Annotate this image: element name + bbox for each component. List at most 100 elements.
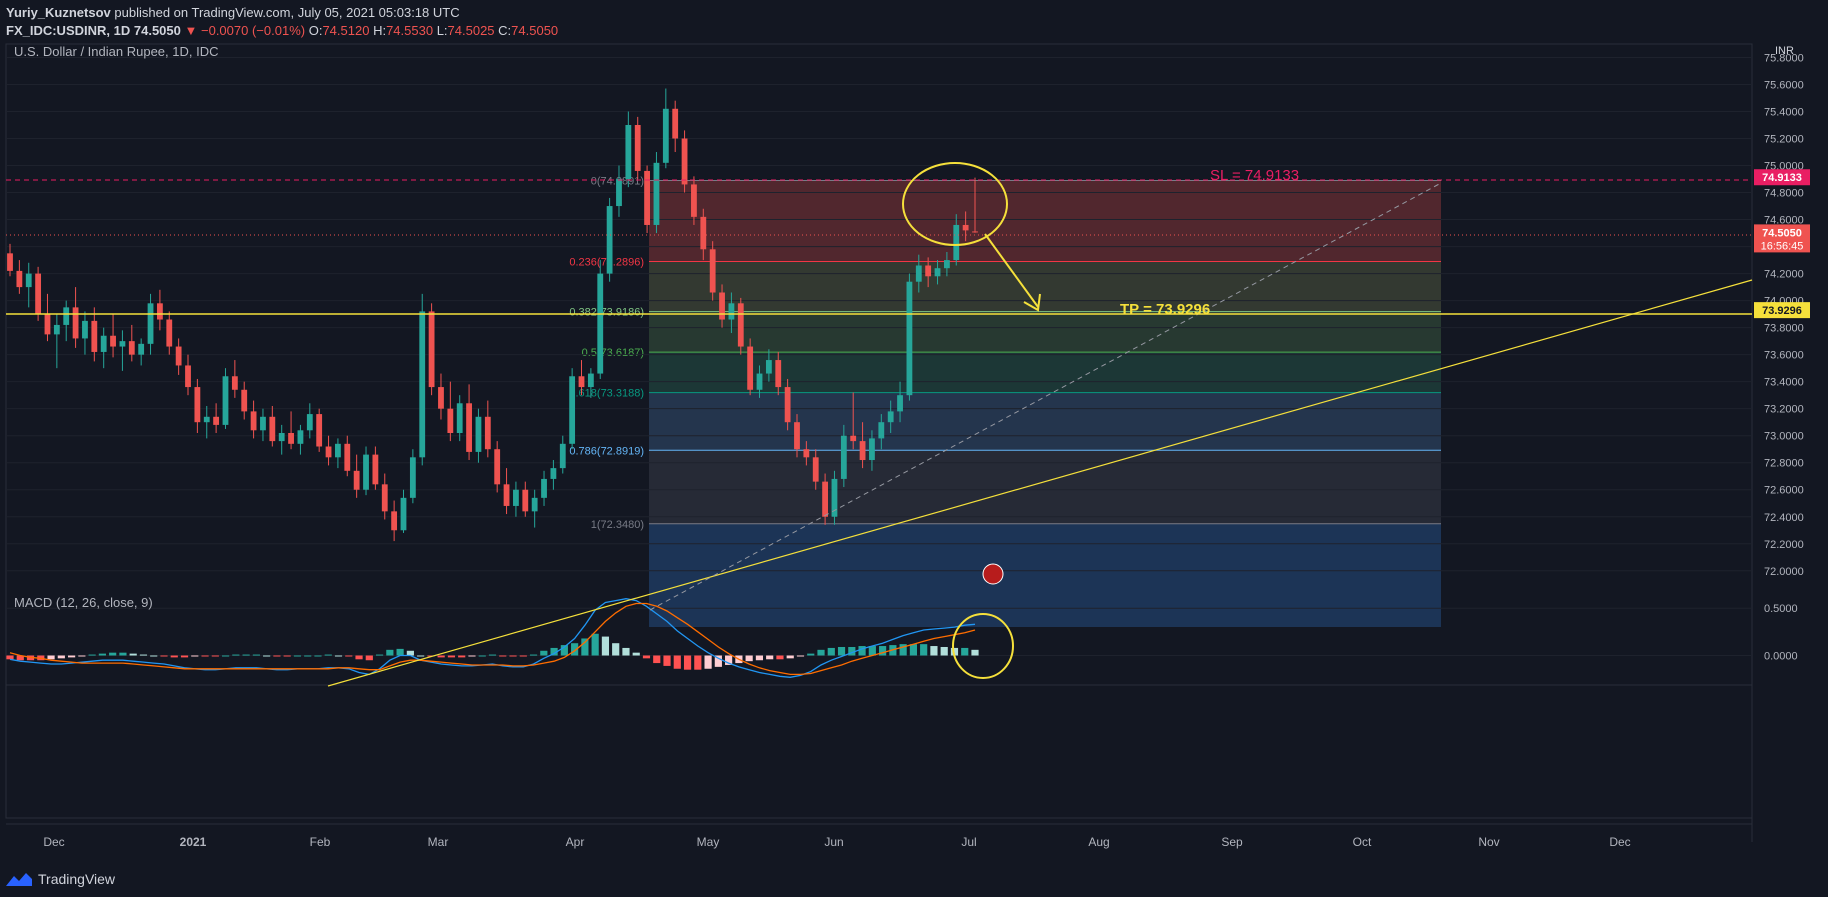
x-tick-label: 2021 bbox=[180, 835, 207, 849]
candle bbox=[831, 470, 838, 525]
y-tick-label: 72.8000 bbox=[1764, 458, 1804, 470]
candle-body bbox=[616, 179, 622, 207]
candle-body bbox=[306, 414, 313, 431]
candle bbox=[456, 395, 463, 442]
high-value: 74.5530 bbox=[386, 23, 434, 38]
candle-body bbox=[110, 335, 116, 347]
candle bbox=[213, 403, 220, 433]
histogram-bar bbox=[581, 638, 589, 656]
candle bbox=[925, 257, 932, 288]
candle bbox=[53, 314, 60, 369]
tp-annotation[interactable]: TP = 73.9296 bbox=[1120, 301, 1210, 318]
x-tick-label: Feb bbox=[310, 835, 331, 849]
candle-body bbox=[72, 307, 79, 339]
candle bbox=[419, 293, 426, 466]
candle-body bbox=[466, 403, 472, 452]
candle bbox=[119, 330, 126, 371]
histogram-bar bbox=[529, 654, 538, 656]
fib-zone bbox=[649, 180, 1441, 262]
y-tick-label: 72.6000 bbox=[1764, 485, 1804, 497]
candle-body bbox=[672, 108, 679, 139]
histogram-bar bbox=[263, 655, 271, 657]
fib-trend-line[interactable] bbox=[649, 182, 1442, 611]
low-value: 74.5025 bbox=[447, 23, 495, 38]
candle-body bbox=[934, 268, 941, 277]
arrow-line[interactable] bbox=[984, 233, 1039, 308]
candle bbox=[7, 243, 13, 277]
publish-header: Yuriy_Kuznetsov published on TradingView… bbox=[0, 0, 1828, 42]
y-tick-label: 74.6000 bbox=[1764, 215, 1804, 227]
histogram-bar bbox=[57, 655, 65, 659]
histogram-bar bbox=[673, 655, 681, 669]
candle bbox=[494, 441, 501, 493]
candle-body bbox=[203, 416, 210, 423]
candle-body bbox=[569, 376, 576, 444]
earnings-flag-icon[interactable] bbox=[982, 563, 1004, 585]
y-tick-label: 73.4000 bbox=[1764, 377, 1804, 389]
histogram-bar bbox=[191, 655, 199, 657]
fibonacci-retracement[interactable]: 0(74.8891)0.236(74.2896)0.382(73.9186)0.… bbox=[569, 176, 1441, 627]
fib-level-label: 0.5(73.6187) bbox=[582, 347, 644, 359]
x-tick-label: Jun bbox=[824, 835, 843, 849]
trend-line[interactable] bbox=[327, 279, 1753, 687]
candle bbox=[344, 435, 351, 477]
histogram-bar bbox=[396, 648, 404, 656]
histogram-bar bbox=[334, 655, 343, 657]
histogram-bar bbox=[488, 654, 497, 656]
candle-body bbox=[747, 346, 754, 390]
histogram-bar bbox=[109, 652, 117, 656]
candle-body bbox=[709, 249, 716, 293]
histogram-bar bbox=[16, 655, 24, 661]
candle-body bbox=[634, 125, 641, 171]
candle-body bbox=[559, 443, 566, 469]
histogram-bar bbox=[766, 655, 774, 660]
candle bbox=[897, 381, 903, 423]
histogram-bar bbox=[642, 655, 651, 659]
candle bbox=[372, 446, 379, 490]
candle-body bbox=[325, 446, 332, 458]
candle bbox=[353, 454, 360, 498]
candle bbox=[597, 260, 604, 379]
author-name[interactable]: Yuriy_Kuznetsov bbox=[6, 5, 111, 20]
tradingview-brand[interactable]: TradingView bbox=[6, 871, 115, 887]
y-tick-label: 74.8000 bbox=[1764, 188, 1804, 200]
candle-body bbox=[128, 341, 135, 355]
candle-body bbox=[644, 170, 650, 225]
time-axis[interactable]: Dec 2021 Feb Mar Apr May Jun Jul Aug Sep Oct Nov Dec bbox=[43, 835, 1630, 849]
histogram-bar bbox=[314, 655, 322, 657]
candle-body bbox=[494, 449, 501, 485]
candle-body bbox=[737, 303, 744, 347]
highlight-ellipse-macd[interactable] bbox=[952, 613, 1014, 679]
candle-body bbox=[691, 184, 697, 217]
fib-zone bbox=[649, 523, 1441, 627]
price-chart[interactable]: 0(74.8891)0.236(74.2896)0.382(73.9186)0.… bbox=[0, 42, 1828, 862]
macd-title: MACD (12, 26, close, 9) bbox=[14, 595, 153, 610]
candle-body bbox=[541, 478, 547, 498]
candle-body bbox=[231, 376, 238, 390]
candle-body bbox=[700, 216, 707, 250]
sl-annotation[interactable]: SL = 74.9133 bbox=[1210, 167, 1299, 184]
histogram-bar bbox=[139, 654, 148, 656]
histogram-bar bbox=[920, 644, 928, 656]
highlight-ellipse-price[interactable] bbox=[902, 162, 1008, 246]
candle bbox=[316, 408, 323, 452]
histogram-bar bbox=[478, 655, 486, 657]
fib-zone bbox=[649, 261, 1441, 312]
candle bbox=[269, 405, 276, 447]
y-tick-label: 73.6000 bbox=[1764, 350, 1804, 362]
candle bbox=[709, 241, 716, 301]
fib-level-label: 1(72.3480) bbox=[591, 519, 644, 531]
histogram-bar bbox=[971, 649, 979, 656]
candle bbox=[728, 292, 735, 334]
candle bbox=[128, 324, 135, 362]
y-tick-label: 72.0000 bbox=[1764, 566, 1804, 578]
histogram-bar bbox=[119, 652, 127, 656]
histogram-bar bbox=[427, 655, 435, 657]
fib-zone bbox=[649, 311, 1441, 353]
histogram-bar bbox=[68, 655, 76, 658]
candle bbox=[616, 165, 622, 217]
histogram-bar bbox=[704, 655, 712, 669]
price-axis[interactable]: 75.800075.600075.400075.200075.000074.80… bbox=[1764, 52, 1804, 662]
histogram-bar bbox=[150, 655, 158, 657]
candle-body bbox=[91, 320, 98, 352]
